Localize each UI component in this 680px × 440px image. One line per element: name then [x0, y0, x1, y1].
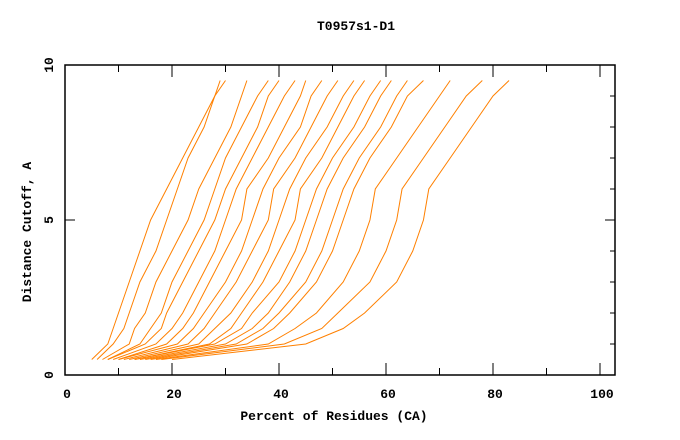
y-axis-label: Distance Cutoff, A	[20, 162, 35, 303]
x-tick-label: 40	[273, 387, 289, 402]
y-tick-label: 10	[42, 57, 57, 73]
ticks-group	[65, 64, 615, 375]
x-tick-label: 100	[590, 387, 614, 402]
x-tick-label: 0	[63, 387, 71, 402]
gdt-curve-4	[107, 80, 280, 360]
gdt-curve-6	[118, 80, 307, 360]
gdt-curve-0	[91, 80, 221, 360]
gdt-curve-10	[134, 80, 366, 360]
y-tick-labels: 0 5 10	[42, 57, 57, 379]
gdt-curve-7	[118, 80, 323, 360]
x-tick-labels: 0 20 40 60 80 100	[63, 387, 614, 402]
chart-title: T0957s1-D1	[317, 19, 395, 34]
gdt-curve-8	[123, 80, 339, 360]
gdt-curve-1	[96, 80, 226, 360]
gdt-curve-3	[107, 80, 269, 360]
y-tick-label: 5	[42, 216, 57, 224]
plot-frame	[64, 64, 616, 376]
curves-group	[91, 80, 510, 360]
gdt-curve-12	[139, 80, 392, 360]
gdt-curve-11	[134, 80, 382, 360]
x-tick-label: 20	[166, 387, 182, 402]
x-tick-label: 60	[380, 387, 396, 402]
gdt-curve-15	[155, 80, 451, 360]
y-tick-label: 0	[42, 371, 57, 379]
gdt-curve-17	[171, 80, 510, 360]
x-tick-label: 80	[487, 387, 503, 402]
gdt-curve-13	[145, 80, 408, 360]
gdt-curve-14	[150, 80, 424, 360]
x-axis-label: Percent of Residues (CA)	[240, 409, 427, 424]
gdt-curve-9	[129, 80, 355, 360]
gdt-curve-5	[112, 80, 296, 360]
gdt-curve-16	[161, 80, 483, 360]
gdt-curve-2	[102, 80, 248, 360]
